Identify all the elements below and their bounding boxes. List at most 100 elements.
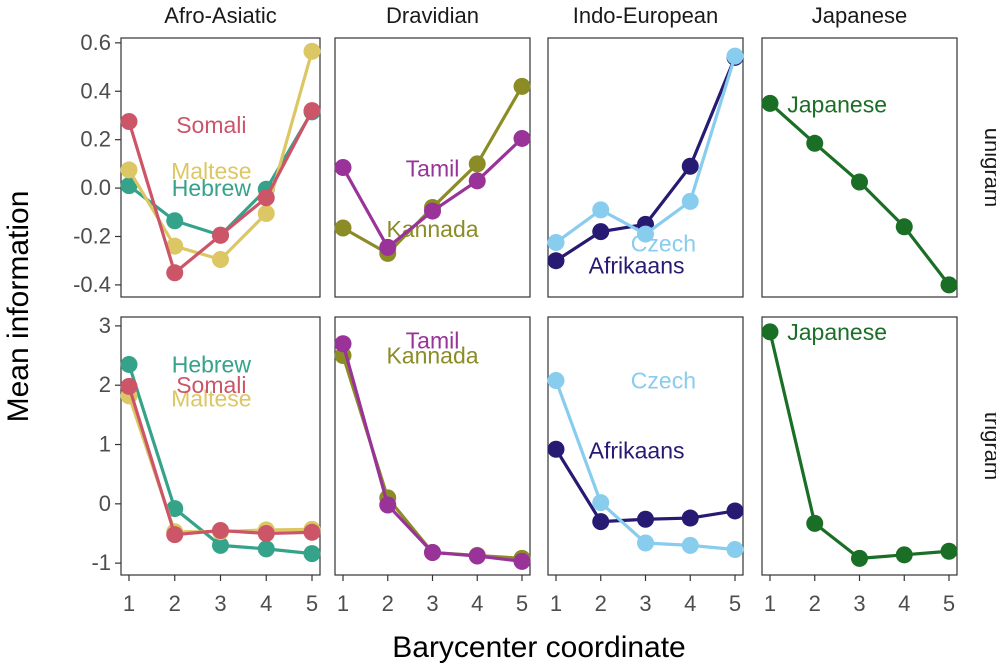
- data-point-kannada: [334, 219, 352, 237]
- y-tick-label-unigram: 0.0: [80, 175, 111, 200]
- data-point-hebrew: [257, 540, 275, 558]
- data-point-afrikaans: [592, 223, 610, 241]
- data-point-maltese: [120, 161, 138, 179]
- x-tick-label: 2: [809, 591, 821, 616]
- y-tick-label-unigram: -0.4: [73, 272, 111, 297]
- y-tick-label-unigram: -0.2: [73, 223, 111, 248]
- data-point-afrikaans: [681, 509, 699, 527]
- data-point-czech: [637, 225, 654, 243]
- data-point-afrikaans: [547, 440, 565, 458]
- y-tick-label-trigram: -1: [91, 550, 111, 575]
- data-point-czech: [726, 47, 744, 65]
- data-point-afrikaans: [681, 157, 699, 175]
- data-point-tamil: [424, 543, 441, 561]
- data-point-tamil: [379, 496, 397, 514]
- x-tick-label: 1: [123, 591, 135, 616]
- data-point-afrikaans: [592, 513, 610, 531]
- data-point-czech: [681, 536, 699, 554]
- data-point-somali: [120, 113, 138, 131]
- column-strip-label-dravidian: Dravidian: [386, 3, 479, 28]
- y-tick-label-trigram: 0: [99, 491, 111, 516]
- data-point-hebrew: [166, 212, 184, 230]
- row-strip-label-unigram: unigram: [980, 128, 996, 207]
- series-label-japanese: Japanese: [787, 92, 887, 118]
- y-tick-label-trigram: 3: [99, 313, 111, 338]
- panel-border-japanese-trigram: [761, 316, 958, 576]
- data-point-afrikaans: [726, 502, 744, 520]
- series-line-kannada: [341, 355, 523, 560]
- series-label-czech: Czech: [631, 231, 696, 257]
- series-label-tamil: Tamil: [406, 156, 460, 182]
- series-label-afrikaans: Afrikaans: [589, 437, 685, 463]
- x-tick-label: 4: [684, 591, 696, 616]
- x-tick-label: 5: [943, 591, 955, 616]
- y-tick-label-unigram: 0.6: [80, 30, 111, 55]
- data-point-japanese: [761, 323, 779, 341]
- x-tick-label: 2: [595, 591, 607, 616]
- data-point-somali: [303, 102, 321, 120]
- data-point-maltese: [212, 250, 229, 268]
- data-point-hebrew: [120, 177, 138, 195]
- data-point-czech: [726, 540, 744, 558]
- x-tick-label: 3: [426, 591, 438, 616]
- data-point-tamil: [379, 238, 397, 256]
- x-tick-label: 5: [729, 591, 741, 616]
- data-point-tamil: [513, 552, 531, 570]
- data-point-japanese: [940, 276, 958, 294]
- series-label-japanese: Japanese: [787, 319, 887, 345]
- x-tick-label: 1: [764, 591, 776, 616]
- data-point-tamil: [424, 202, 441, 220]
- data-point-tamil: [334, 335, 352, 353]
- data-point-somali: [257, 524, 275, 542]
- data-point-czech: [592, 201, 610, 219]
- data-point-czech: [547, 234, 565, 252]
- y-tick-label-unigram: 0.2: [80, 127, 111, 152]
- x-tick-label: 2: [382, 591, 394, 616]
- data-point-somali: [257, 189, 275, 207]
- data-point-czech: [681, 192, 699, 210]
- series-label-maltese: Maltese: [171, 158, 252, 184]
- data-point-tamil: [468, 172, 486, 190]
- data-point-somali: [166, 526, 184, 544]
- x-tick-label: 2: [169, 591, 181, 616]
- data-point-maltese: [303, 42, 321, 60]
- y-tick-label-trigram: 2: [99, 372, 111, 397]
- column-strip-label-indo-european: Indo-European: [573, 3, 719, 28]
- data-point-japanese: [806, 514, 824, 532]
- data-point-afrikaans: [637, 510, 654, 528]
- x-tick-label: 1: [550, 591, 562, 616]
- series-label-kannada: Kannada: [386, 343, 478, 369]
- series-label-tamil: Tamil: [406, 328, 460, 354]
- data-point-japanese: [895, 546, 913, 564]
- data-point-czech: [637, 534, 654, 552]
- x-tick-label: 4: [898, 591, 910, 616]
- series-label-maltese: Maltese: [171, 385, 252, 411]
- data-point-maltese: [257, 204, 275, 222]
- data-point-somali: [166, 264, 184, 282]
- y-axis-title: Mean information: [2, 191, 35, 423]
- x-axis-title: Barycenter coordinate: [392, 631, 686, 664]
- x-tick-label: 4: [260, 591, 272, 616]
- data-point-tamil: [513, 129, 531, 147]
- data-point-japanese: [895, 218, 913, 236]
- data-point-kannada: [513, 77, 531, 95]
- data-point-japanese: [940, 542, 958, 560]
- data-point-czech: [592, 494, 610, 512]
- x-tick-label: 5: [306, 591, 318, 616]
- data-point-hebrew: [166, 500, 184, 518]
- data-point-japanese: [761, 94, 779, 112]
- series-label-hebrew: Hebrew: [172, 351, 252, 377]
- series-label-somali: Somali: [176, 372, 246, 398]
- series-label-czech: Czech: [631, 367, 696, 393]
- data-point-somali: [212, 522, 229, 540]
- data-point-japanese: [806, 134, 824, 152]
- data-point-japanese: [851, 549, 868, 567]
- data-point-hebrew: [212, 536, 229, 554]
- series-label-hebrew: Hebrew: [172, 175, 252, 201]
- data-point-hebrew: [303, 545, 321, 563]
- panel-border-japanese-unigram: [761, 37, 958, 298]
- x-tick-label: 4: [471, 591, 483, 616]
- x-tick-label: 5: [516, 591, 528, 616]
- x-tick-label: 1: [337, 591, 349, 616]
